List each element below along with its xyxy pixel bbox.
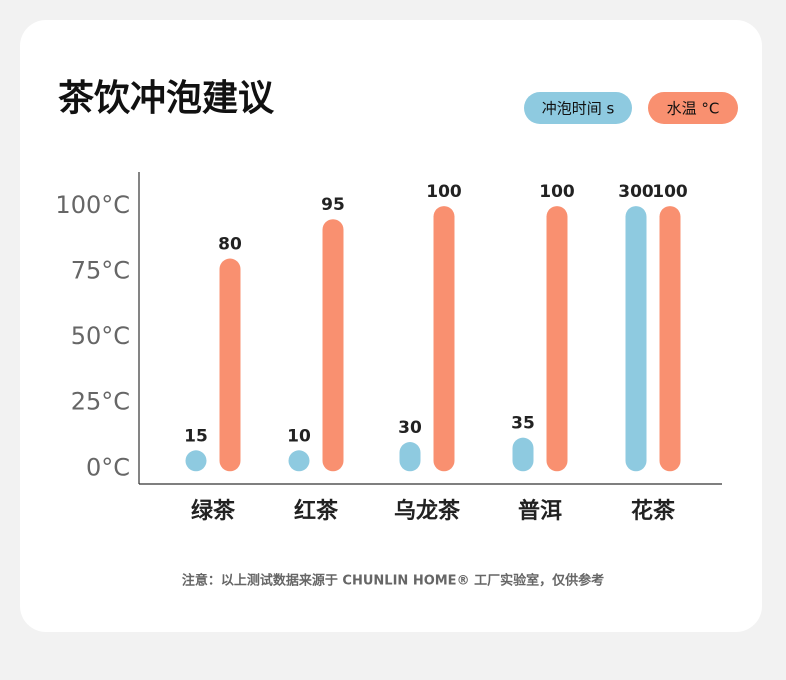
bar	[512, 437, 534, 472]
x-tick-label: 绿茶	[191, 498, 236, 524]
legend-label: 冲泡时间 s	[542, 100, 615, 118]
y-tick-label: 0°C	[86, 453, 130, 481]
bar	[625, 206, 647, 472]
value-label: 35	[511, 414, 535, 434]
value-label: 30	[398, 418, 422, 438]
card	[20, 20, 762, 632]
chart-title: 茶饮冲泡建议	[58, 78, 275, 119]
footnote: 注意：以上测试数据来源于 CHUNLIN HOME® 工厂实验室，仅供参考	[182, 573, 604, 589]
value-label: 80	[218, 235, 242, 255]
bar	[219, 258, 241, 472]
value-label: 100	[652, 182, 688, 202]
x-tick-label: 花茶	[631, 498, 676, 524]
value-label: 10	[287, 426, 311, 446]
value-label: 100	[426, 182, 462, 202]
bar	[399, 442, 421, 472]
value-label: 15	[184, 426, 208, 446]
y-tick-label: 100°C	[55, 191, 130, 219]
bar	[288, 450, 310, 472]
value-label: 95	[321, 195, 345, 215]
legend-swatch	[524, 92, 632, 124]
bar	[322, 219, 344, 472]
bar	[659, 206, 681, 472]
value-label: 300	[618, 182, 654, 202]
y-tick-label: 25°C	[71, 388, 130, 416]
legend-swatch	[648, 92, 738, 124]
x-tick-label: 普洱	[518, 498, 562, 524]
bar	[546, 206, 568, 472]
value-label: 100	[539, 182, 575, 202]
y-tick-label: 50°C	[71, 322, 130, 350]
bar	[185, 450, 207, 472]
bar	[433, 206, 455, 472]
legend-label: 水温 °C	[667, 100, 720, 118]
x-tick-label: 乌龙茶	[394, 498, 461, 524]
x-tick-label: 红茶	[294, 498, 339, 524]
y-tick-label: 75°C	[71, 257, 130, 285]
